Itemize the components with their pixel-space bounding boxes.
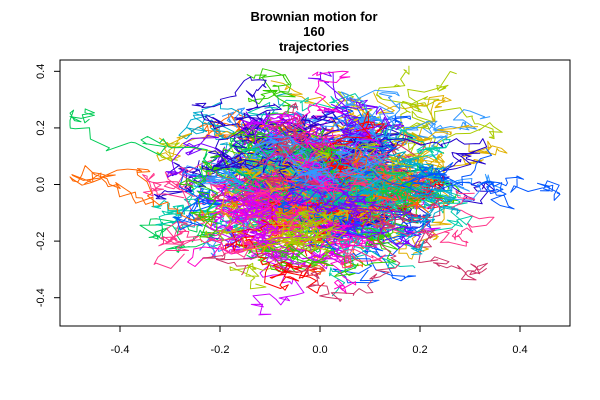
x-axis: -0.4 -0.2 0.0 0.2 0.4 bbox=[111, 325, 528, 356]
trajectory-123 bbox=[307, 71, 405, 185]
x-tick-label: -0.4 bbox=[111, 344, 130, 356]
trajectory-120 bbox=[312, 146, 447, 193]
trajectory-154 bbox=[191, 76, 324, 187]
title-line-3: trajectories bbox=[279, 39, 349, 54]
trajectory-148 bbox=[282, 184, 347, 258]
y-tick-label: -0.2 bbox=[35, 232, 47, 251]
trajectory-152 bbox=[299, 163, 407, 205]
y-tick-label: 0.0 bbox=[35, 177, 47, 192]
y-tick-label: 0.4 bbox=[35, 64, 47, 79]
trajectory-140 bbox=[216, 184, 321, 239]
y-axis: -0.4 -0.2 0.0 0.2 0.4 bbox=[35, 64, 61, 307]
x-tick-label: 0.4 bbox=[512, 344, 527, 356]
trajectory-159 bbox=[257, 116, 329, 190]
x-tick-label: 0.0 bbox=[312, 344, 327, 356]
chart-title: Brownian motion for 160 trajectories bbox=[250, 9, 377, 54]
trajectory-149 bbox=[178, 120, 341, 238]
x-tick-label: -0.2 bbox=[211, 344, 230, 356]
y-tick-label: -0.4 bbox=[35, 288, 47, 307]
trajectory-156 bbox=[240, 113, 330, 188]
title-line-1: Brownian motion for bbox=[250, 9, 377, 24]
trajectories bbox=[69, 65, 561, 316]
title-line-2: 160 bbox=[303, 24, 325, 39]
trajectory-160 bbox=[251, 136, 385, 191]
x-tick-label: 0.2 bbox=[412, 344, 427, 356]
y-tick-label: 0.2 bbox=[35, 120, 47, 135]
